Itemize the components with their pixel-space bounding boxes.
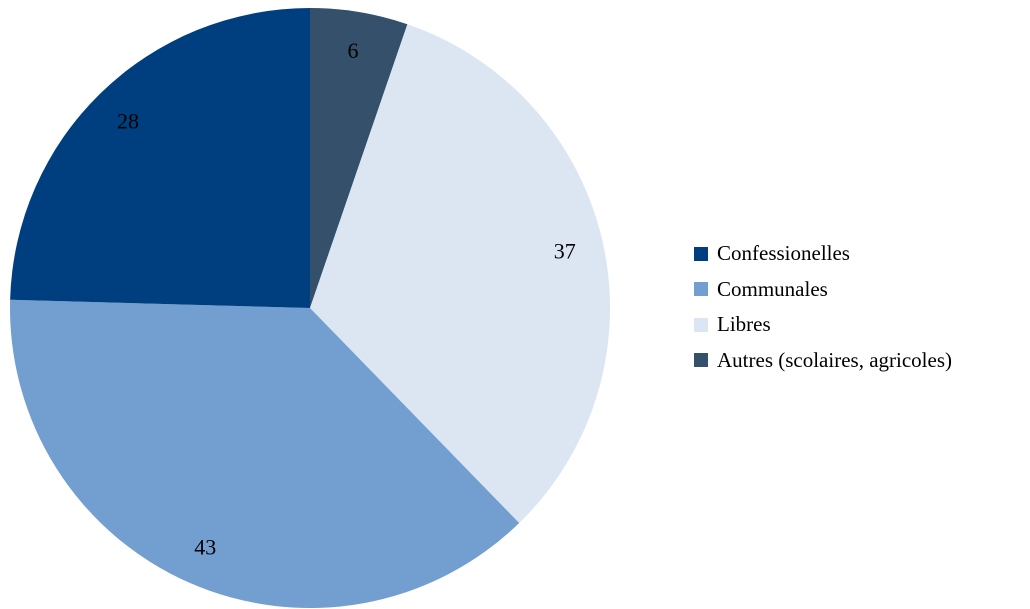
pie-slice-confessionelles [10,8,311,308]
data-label-autres: 6 [348,38,359,63]
chart-legend: Confessionelles Communales Libres Autres… [694,236,952,378]
legend-swatch-communales [694,282,708,297]
data-label-libres: 37 [554,238,576,263]
pie-slices [9,7,611,609]
legend-item-communales: Communales [694,272,952,308]
legend-swatch-confessionelles [694,246,708,261]
pie-data-labels: 6 37 43 28 [117,38,576,559]
pie-slice-autres [310,7,408,308]
legend-label-libres: Libres [717,312,771,337]
legend-label-communales: Communales [717,276,828,301]
legend-swatch-libres [694,317,708,332]
pie-slice-libres [310,24,611,524]
pie-slice-communales [9,299,520,609]
legend-label-confessionelles: Confessionelles [717,241,850,266]
legend-label-autres: Autres (scolaires, agricoles) [717,347,952,372]
legend-item-libres: Libres [694,307,952,343]
legend-swatch-autres [694,353,708,368]
legend-item-confessionelles: Confessionelles [694,236,952,272]
data-label-confessionelles: 28 [117,108,139,133]
legend-item-autres: Autres (scolaires, agricoles) [694,343,952,379]
data-label-communales: 43 [194,535,216,560]
